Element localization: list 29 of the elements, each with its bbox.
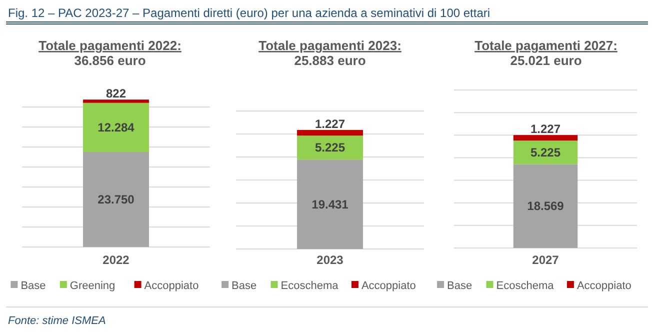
chart-title: Totale pagamenti 2027: xyxy=(474,38,618,53)
x-tick-label: 2027 xyxy=(532,253,560,267)
data-label: 19.431 xyxy=(312,197,349,212)
legend-label: Ecoschema xyxy=(280,280,340,292)
legend-label: Accoppiato xyxy=(576,280,632,292)
source-note: Fonte: stime ISMEA xyxy=(8,315,106,327)
chart-title: Totale pagamenti 2023: xyxy=(258,38,402,53)
data-label: 822 xyxy=(106,86,126,101)
data-label: 1.227 xyxy=(530,122,561,136)
x-tick-label: 2022 xyxy=(102,253,130,267)
legend-label: Ecoschema xyxy=(496,280,555,292)
legend-label: Greening xyxy=(70,280,116,292)
legend-label: Accoppiato xyxy=(361,280,416,292)
chart-subtitle: 25.021 euro xyxy=(510,53,582,68)
data-label: 1.227 xyxy=(314,116,346,131)
data-label: 5.225 xyxy=(530,145,561,160)
data-label: 12.284 xyxy=(98,120,135,134)
data-label: 18.569 xyxy=(527,199,564,214)
legend-label: Accoppiato xyxy=(144,280,199,292)
caption: Fig. 12 – PAC 2023-27 – Pagamenti diretti (euro) per una azienda a seminativi di 100 ettari xyxy=(8,6,490,20)
data-label: 5.225 xyxy=(314,140,346,155)
chart-title: Totale pagamenti 2022: xyxy=(38,38,182,53)
data-label: 23.750 xyxy=(98,192,135,206)
legend-label: Base xyxy=(20,280,46,292)
legend-label: Base xyxy=(447,280,472,292)
chart-subtitle: 25.883 euro xyxy=(294,53,366,68)
chart-subtitle: 36.856 euro xyxy=(74,53,146,68)
x-tick-label: 2023 xyxy=(316,253,344,267)
legend-label: Base xyxy=(232,280,257,292)
